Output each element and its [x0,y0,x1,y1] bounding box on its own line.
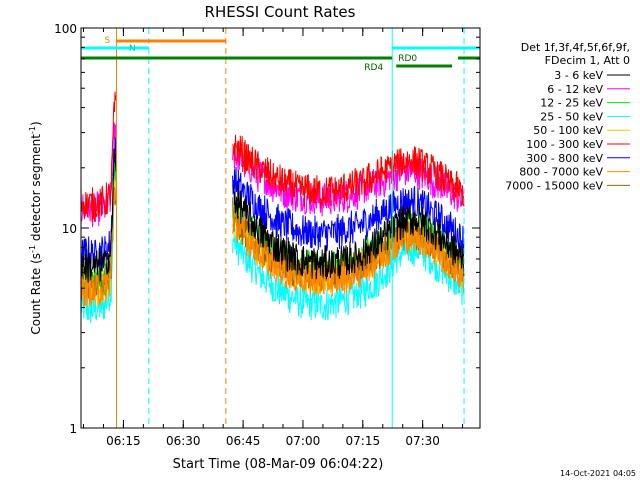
y-axis-label-main: Count Rate (s [29,253,43,335]
generated-timestamp: 14-Oct-2021 04:05 [560,469,636,478]
y-tick-label: 10 [62,222,77,236]
legend-entry-label: 300 - 800 keV [526,152,603,165]
legend: Det 1f,3f,4f,5f,6f,9f, FDecim 1, Att 0 3… [505,41,630,192]
y-axis-label-sup-1: -1 [28,245,37,253]
series-trace-segment-2 [232,185,465,280]
legend-entry-label: 50 - 100 keV [533,124,603,137]
series-trace-segment-2 [232,208,465,297]
series-trace-segment-2 [232,227,465,321]
y-axis: 1 10 100 [54,22,480,436]
x-tick-label: 06:15 [106,434,141,448]
x-tick-label: 06:45 [226,434,261,448]
series-trace-segment-2 [232,166,465,257]
legend-header-line-1: Det 1f,3f,4f,5f,6f,9f, [521,41,630,54]
y-tick-label: 100 [54,22,77,36]
interval-label-s: S [105,36,111,46]
interval-label-n: N [129,44,136,54]
series-layer [80,91,465,323]
x-axis: 06:15 06:30 06:45 07:00 07:15 07:30 [83,28,464,448]
series-3-to-6kev [80,149,465,283]
legend-entry-label: 100 - 300 keV [526,138,603,151]
series-trace-segment-1 [80,188,117,308]
y-tick-label: 1 [69,422,77,436]
legend-entry-label: 800 - 7000 keV [519,166,603,179]
legend-entry-label: 12 - 25 keV [540,97,603,110]
legend-entry-label: 7000 - 15000 keV [505,179,603,192]
legend-entry-label: 6 - 12 keV [547,83,603,96]
y-axis-label-end: ) [29,121,43,126]
series-800-to-7000kev [80,188,465,308]
interval-label-rd4: RD4 [364,63,383,73]
series-trace-segment-1 [80,149,117,283]
series-100-to-300kev [80,91,465,222]
y-axis-label-sup-2: -1 [28,126,37,134]
interval-layer: S N RD0 RD4 [81,28,480,428]
x-tick-label: 06:30 [166,434,201,448]
x-tick-label: 07:30 [405,434,440,448]
legend-entry-label: 25 - 50 keV [540,110,603,123]
interval-label-rd0: RD0 [398,54,417,64]
chart-title: RHESSI Count Rates [205,3,356,21]
x-tick-label: 07:00 [286,434,321,448]
x-axis-label: Start Time (08-Mar-09 06:04:22) [173,457,384,472]
series-trace-segment-2 [232,134,465,209]
series-trace-segment-1 [80,91,117,222]
y-axis-label-middle: detector segment [29,134,43,245]
legend-header-line-2: FDecim 1, Att 0 [545,54,630,67]
x-tick-label: 07:15 [346,434,381,448]
y-axis-label: Count Rate (s-1 detector segment-1) [28,121,43,334]
legend-entry-label: 3 - 6 keV [554,69,603,82]
